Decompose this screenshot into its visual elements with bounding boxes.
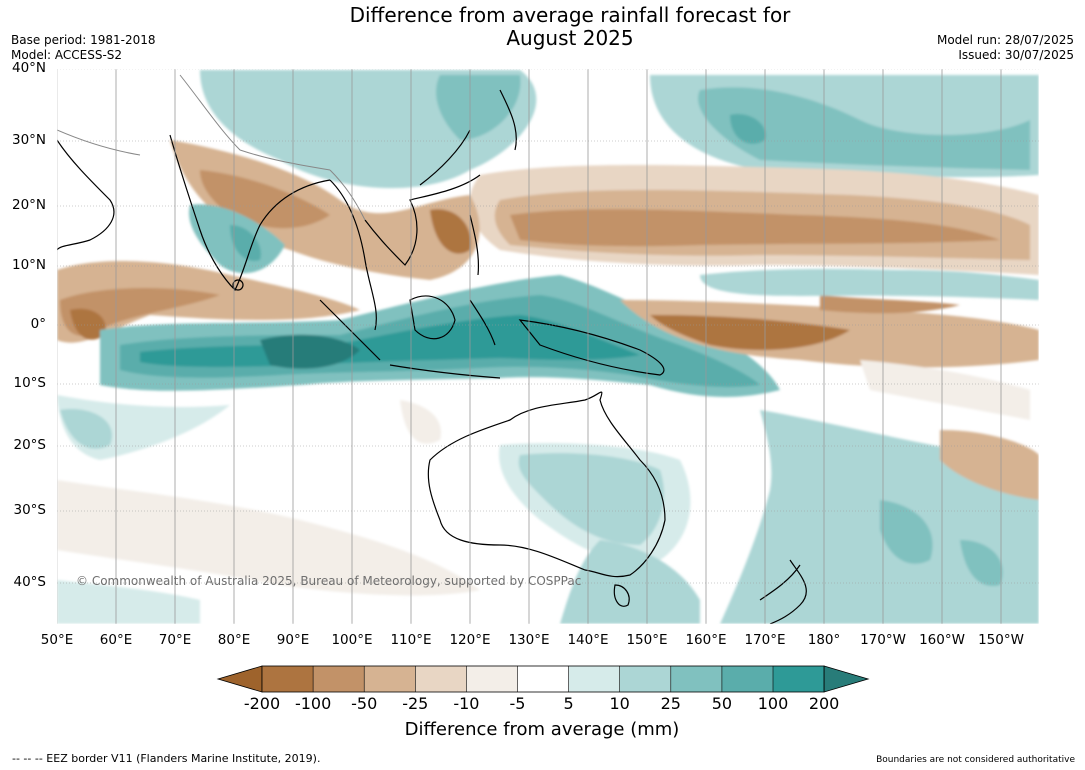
map-title-line1: Difference from average rainfall forecas…: [349, 3, 791, 27]
lon-label: 160°W: [919, 632, 965, 648]
colorbar-segment: [773, 666, 825, 692]
lon-label: 150°E: [626, 632, 668, 648]
lat-label: 0°: [30, 316, 46, 332]
lat-label: 10°N: [12, 257, 47, 273]
meta-right: Model run: 28/07/2025 Issued: 30/07/2025: [937, 33, 1074, 63]
colorbar-title: Difference from average (mm): [404, 719, 680, 740]
colorbar-tick-label: -50: [351, 694, 378, 713]
lon-label: 110°E: [390, 632, 432, 648]
colorbar-tick-label: -200: [243, 694, 281, 713]
lon-label: 70°E: [158, 632, 192, 648]
map-title-line2: August 2025: [506, 26, 634, 50]
colorbar-segment: [619, 666, 672, 692]
meridian-lines: [57, 69, 1002, 624]
lon-label: 170°E: [744, 632, 786, 648]
lat-label: 40°N: [12, 60, 47, 76]
country-borders: [57, 74, 366, 221]
lat-label: 30°S: [13, 502, 47, 518]
colorbar-segment: [313, 666, 365, 692]
lon-label: 120°E: [449, 632, 491, 648]
copyright-notice: © Commonwealth of Australia 2025, Bureau…: [76, 574, 582, 588]
colorbar-tick-label: 25: [660, 694, 681, 713]
anomaly-field: [57, 69, 1039, 624]
lon-label: 90°E: [276, 632, 310, 648]
lon-label: 130°E: [508, 632, 550, 648]
colorbar-segment: [517, 666, 570, 692]
lat-label: 40°S: [13, 574, 47, 590]
lon-label: 150°W: [978, 632, 1024, 648]
eez-border-legend: -- -- -- EEZ border V11 (Flanders Marine…: [12, 752, 321, 765]
colorbar-tick-label: 5: [563, 694, 574, 713]
issued-date: Issued: 30/07/2025: [958, 48, 1074, 62]
colorbar-tick-label: -25: [402, 694, 429, 713]
lat-label: 20°N: [12, 197, 47, 213]
colorbar-segment: [568, 666, 621, 692]
colorbar-extend-low: [216, 665, 263, 693]
lon-label: 60°E: [99, 632, 133, 648]
lon-label: 180°: [807, 632, 841, 648]
base-period: Base period: 1981-2018: [11, 33, 156, 47]
meta-left: Base period: 1981-2018 Model: ACCESS-S2: [11, 33, 156, 63]
lon-label: 100°E: [331, 632, 373, 648]
coastlines: [57, 89, 807, 624]
colorbar-segment: [415, 666, 467, 692]
lon-label: 170°W: [860, 632, 906, 648]
colorbar-segment: [721, 666, 774, 692]
boundaries-disclaimer: Boundaries are not considered authoritat…: [876, 755, 1075, 765]
colorbar-segment: [262, 666, 314, 692]
lat-label: 20°S: [13, 437, 47, 453]
lon-label: 160°E: [685, 632, 727, 648]
colorbar-tick-label: 10: [609, 694, 630, 713]
colorbar-segment: [466, 666, 518, 692]
lon-label: 140°E: [567, 632, 609, 648]
colorbar-outline: [261, 665, 825, 693]
colorbar-tick-label: 100: [757, 694, 789, 713]
lat-label: 30°N: [12, 132, 47, 148]
colorbar-tick-label: -5: [509, 694, 526, 713]
model-name: Model: ACCESS-S2: [11, 48, 123, 62]
colorbar-tick-label: -100: [294, 694, 332, 713]
map-title: Difference from average rainfall forecas…: [270, 4, 870, 50]
colorbar-extend-high: [823, 665, 870, 693]
lon-label: 80°E: [217, 632, 251, 648]
colorbar-tick-label: 50: [711, 694, 733, 713]
model-run: Model run: 28/07/2025: [936, 33, 1074, 47]
colorbar-segment: [364, 666, 416, 692]
lat-label: 10°S: [13, 375, 47, 391]
lon-label: 50°E: [40, 632, 74, 648]
colorbar: [216, 665, 870, 693]
colorbar-tick-label: 200: [808, 694, 840, 713]
colorbar-tick-label: -10: [453, 694, 480, 713]
colorbar-segment: [670, 666, 723, 692]
